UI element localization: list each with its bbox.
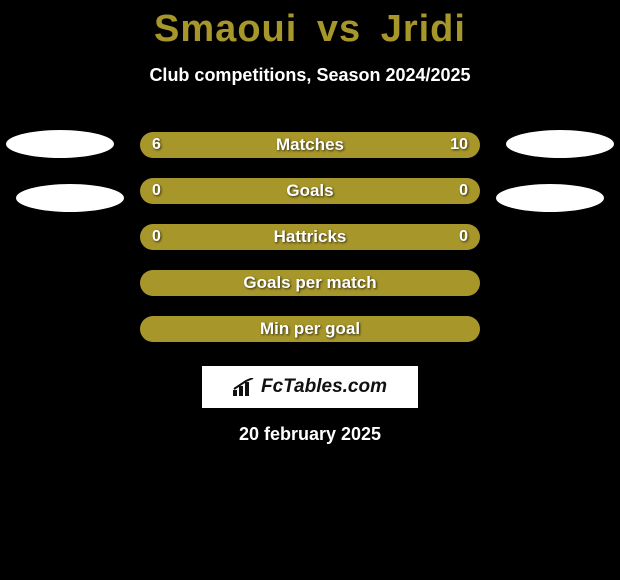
page-title: Smaoui vs Jridi bbox=[0, 8, 620, 51]
chart-icon bbox=[233, 378, 255, 396]
stat-label: Goals bbox=[140, 178, 480, 204]
stat-row: 00Goals bbox=[0, 168, 620, 214]
title-vs: vs bbox=[317, 8, 361, 50]
logo-box: FcTables.com bbox=[202, 366, 418, 408]
stat-label: Matches bbox=[140, 132, 480, 158]
stat-bar: Min per goal bbox=[140, 316, 480, 342]
stat-row: Goals per match bbox=[0, 260, 620, 306]
container: Smaoui vs Jridi Club competitions, Seaso… bbox=[0, 8, 620, 580]
stat-label: Goals per match bbox=[140, 270, 480, 296]
stat-row: Min per goal bbox=[0, 306, 620, 352]
subtitle: Club competitions, Season 2024/2025 bbox=[0, 65, 620, 86]
stat-label: Hattricks bbox=[140, 224, 480, 250]
stat-row: 00Hattricks bbox=[0, 214, 620, 260]
logo: FcTables.com bbox=[233, 376, 387, 398]
stat-bar: 00Hattricks bbox=[140, 224, 480, 250]
stat-bar: 610Matches bbox=[140, 132, 480, 158]
title-player1: Smaoui bbox=[154, 8, 297, 50]
title-player2: Jridi bbox=[381, 8, 466, 50]
stat-bar: 00Goals bbox=[140, 178, 480, 204]
logo-text: FcTables.com bbox=[261, 376, 387, 398]
stats-rows: 610Matches 00Goals 00Hattricks Goals per ma… bbox=[0, 122, 620, 352]
stat-bar: Goals per match bbox=[140, 270, 480, 296]
date: 20 february 2025 bbox=[0, 424, 620, 445]
stat-row: 610Matches bbox=[0, 122, 620, 168]
stat-label: Min per goal bbox=[140, 316, 480, 342]
